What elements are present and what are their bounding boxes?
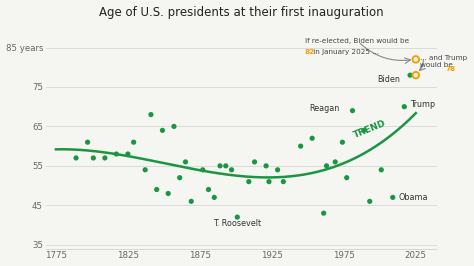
Point (262, 164, 270, 168)
Point (90, 156, 97, 160)
Point (176, 176, 183, 180)
Point (297, 144, 304, 148)
Point (147, 113, 155, 117)
Point (280, 180, 287, 184)
Text: TREND: TREND (352, 119, 387, 140)
Point (84, 140, 91, 144)
Text: Trump: Trump (410, 100, 435, 109)
Point (245, 180, 253, 184)
Point (349, 109, 356, 113)
Point (309, 136, 316, 140)
Text: in January 2025 ...: in January 2025 ... (311, 49, 380, 55)
Point (130, 140, 137, 144)
Point (205, 187, 212, 192)
Point (338, 140, 346, 144)
Point (182, 160, 189, 164)
Point (265, 180, 273, 184)
Text: Biden: Biden (377, 74, 400, 84)
Point (412, 73, 419, 77)
Point (366, 199, 374, 203)
Point (153, 187, 161, 192)
Point (228, 168, 235, 172)
Text: 78: 78 (445, 66, 456, 72)
Point (406, 73, 414, 77)
Text: T. Roosevelt: T. Roosevelt (213, 219, 261, 227)
Text: If re-elected, Biden would be: If re-elected, Biden would be (305, 38, 409, 44)
Point (187, 199, 195, 203)
Point (170, 124, 178, 128)
Point (141, 168, 149, 172)
Point (210, 195, 218, 200)
Point (274, 168, 282, 172)
Point (199, 168, 207, 172)
Point (222, 164, 229, 168)
Point (401, 105, 408, 109)
Point (216, 164, 224, 168)
Point (164, 191, 172, 196)
Point (331, 160, 339, 164)
Text: ... and Trump
would be: ... and Trump would be (420, 55, 467, 68)
Point (101, 156, 109, 160)
Point (360, 128, 368, 132)
Point (159, 128, 166, 132)
Title: Age of U.S. presidents at their first inauguration: Age of U.S. presidents at their first in… (100, 6, 384, 19)
Point (320, 211, 328, 215)
Point (389, 195, 397, 200)
Point (234, 215, 241, 219)
Point (377, 168, 385, 172)
Point (323, 164, 330, 168)
Point (124, 152, 132, 156)
Point (343, 176, 350, 180)
Text: Reagan: Reagan (309, 104, 339, 113)
Point (113, 152, 120, 156)
Point (72, 156, 80, 160)
Point (251, 160, 258, 164)
Text: 82: 82 (305, 49, 315, 55)
Point (412, 57, 419, 61)
Text: Obama: Obama (399, 193, 428, 202)
